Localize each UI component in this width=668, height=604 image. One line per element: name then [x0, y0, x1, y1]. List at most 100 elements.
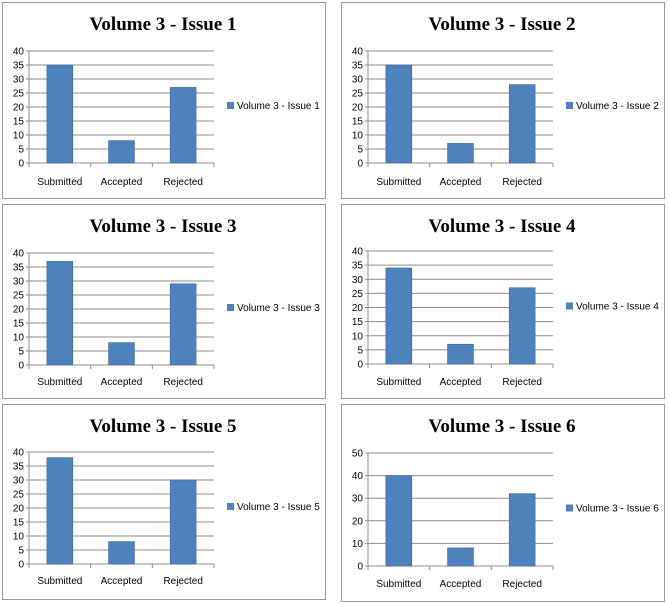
y-tick-label: 30: [352, 494, 364, 505]
y-tick-label: 40: [352, 471, 364, 482]
y-tick-label: 15: [13, 319, 25, 330]
x-tick-label: Accepted: [101, 377, 143, 388]
y-tick-label: 35: [352, 61, 364, 72]
y-tick-label: 40: [13, 448, 25, 459]
chart-panel-1: Volume 3 - Issue 1 0 5 10 15 20 25 30 35 40 Submit…: [2, 2, 326, 199]
y-tick-label: 20: [352, 303, 364, 314]
y-tick-label: 25: [352, 89, 364, 100]
bar-submitted: [385, 64, 413, 164]
y-tick-label: 5: [357, 145, 363, 156]
chart-svg-2: Volume 3 - Issue 2 0 5 10 15 20 25 30 35 40 Submit…: [352, 14, 659, 188]
x-tick-label: Rejected: [502, 377, 541, 388]
x-tick-label: Submitted: [376, 177, 421, 188]
chart-panel-5: Volume 3 - Issue 5 0 5 10 15 20 25 30 35 40 Submit…: [2, 404, 326, 600]
y-tick-label: 35: [13, 263, 25, 274]
y-tick-label: 25: [13, 291, 25, 302]
x-tick-label: Accepted: [440, 177, 482, 188]
bar-accepted: [447, 343, 474, 365]
y-tick-label: 25: [13, 490, 25, 501]
y-tick-label: 10: [13, 532, 25, 543]
bar-submitted: [46, 64, 74, 164]
y-tick-label: 35: [352, 261, 364, 272]
chart-svg-1: Volume 3 - Issue 1 0 5 10 15 20 25 30 35 40 Submit…: [13, 14, 320, 188]
bar-submitted: [46, 457, 74, 565]
y-tick-label: 35: [13, 462, 25, 473]
legend-label: Volume 3 - Issue 6: [576, 504, 659, 515]
x-tick-label: Submitted: [37, 576, 82, 587]
legend-label: Volume 3 - Issue 1: [237, 101, 320, 112]
y-tick-label: 40: [352, 247, 364, 258]
y-tick-label: 0: [357, 360, 363, 371]
y-tick-label: 5: [357, 345, 363, 356]
y-tick-label: 40: [13, 47, 25, 58]
legend-swatch: [566, 504, 573, 512]
y-tick-label: 30: [13, 476, 25, 487]
chart-title: Volume 3 - Issue 4: [428, 216, 576, 237]
y-tick-label: 10: [13, 131, 25, 142]
y-tick-label: 15: [13, 518, 25, 529]
y-tick-label: 15: [352, 117, 364, 128]
y-tick-label: 15: [13, 117, 25, 128]
y-tick-label: 0: [357, 159, 363, 170]
legend-swatch: [227, 503, 234, 510]
legend-swatch: [566, 302, 573, 310]
bar-rejected: [508, 287, 536, 365]
y-tick-label: 0: [18, 159, 24, 170]
bar-rejected: [169, 283, 197, 366]
legend-label: Volume 3 - Issue 3: [237, 303, 320, 314]
y-tick-label: 30: [352, 275, 364, 286]
y-tick-label: 40: [352, 47, 364, 58]
bar-accepted: [447, 143, 474, 164]
chart-title: Volume 3 - Issue 3: [89, 216, 236, 237]
legend-swatch: [227, 304, 234, 311]
chart-title: Volume 3 - Issue 1: [89, 14, 236, 35]
bar-submitted: [385, 475, 413, 567]
x-tick-label: Rejected: [502, 177, 541, 188]
legend-swatch: [227, 102, 234, 109]
y-tick-label: 10: [352, 331, 364, 342]
x-tick-label: Rejected: [502, 579, 541, 590]
y-tick-label: 30: [352, 75, 364, 86]
y-tick-label: 10: [13, 333, 25, 344]
y-tick-label: 30: [13, 75, 25, 86]
y-tick-label: 40: [13, 249, 25, 260]
y-tick-label: 25: [13, 89, 25, 100]
y-tick-label: 50: [352, 449, 364, 460]
x-tick-label: Rejected: [163, 177, 202, 188]
y-tick-label: 20: [352, 103, 364, 114]
bar-submitted: [46, 261, 74, 366]
bar-accepted: [108, 541, 135, 565]
bar-accepted: [447, 547, 474, 567]
x-tick-label: Submitted: [376, 377, 421, 388]
x-tick-label: Submitted: [37, 377, 82, 388]
y-tick-label: 5: [18, 347, 24, 358]
x-tick-label: Rejected: [163, 576, 202, 587]
y-tick-label: 5: [18, 145, 24, 156]
bar-rejected: [508, 84, 536, 164]
y-tick-label: 10: [352, 539, 364, 550]
chart-title: Volume 3 - Issue 6: [428, 416, 575, 437]
chart-svg-5: Volume 3 - Issue 5 0 5 10 15 20 25 30 35 40 Submit…: [13, 416, 320, 587]
bar-submitted: [385, 267, 413, 365]
chart-panel-2: Volume 3 - Issue 2 0 5 10 15 20 25 30 35 40 Submit…: [341, 2, 665, 199]
bar-rejected: [169, 87, 197, 164]
y-tick-label: 15: [352, 317, 364, 328]
y-tick-label: 0: [357, 562, 363, 573]
legend-label: Volume 3 - Issue 2: [576, 101, 659, 112]
y-tick-label: 30: [13, 277, 25, 288]
x-tick-label: Accepted: [440, 377, 482, 388]
legend-swatch: [566, 102, 573, 109]
chart-panel-6: Volume 3 - Issue 6 0 10 20 30 40 50 Submitted Ac…: [341, 404, 665, 602]
bar-accepted: [108, 140, 135, 164]
y-tick-label: 0: [18, 361, 24, 372]
x-tick-label: Rejected: [163, 377, 202, 388]
bar-rejected: [169, 479, 197, 565]
chart-title: Volume 3 - Issue 5: [89, 416, 236, 437]
chart-title: Volume 3 - Issue 2: [428, 14, 575, 35]
chart-panel-3: Volume 3 - Issue 3 0 5 10 15 20 25 30 35 40 Submit…: [2, 204, 326, 399]
x-tick-label: Accepted: [101, 576, 143, 587]
bar-rejected: [508, 493, 536, 567]
x-tick-label: Submitted: [376, 579, 421, 590]
y-tick-label: 20: [13, 103, 25, 114]
x-tick-label: Submitted: [37, 177, 82, 188]
